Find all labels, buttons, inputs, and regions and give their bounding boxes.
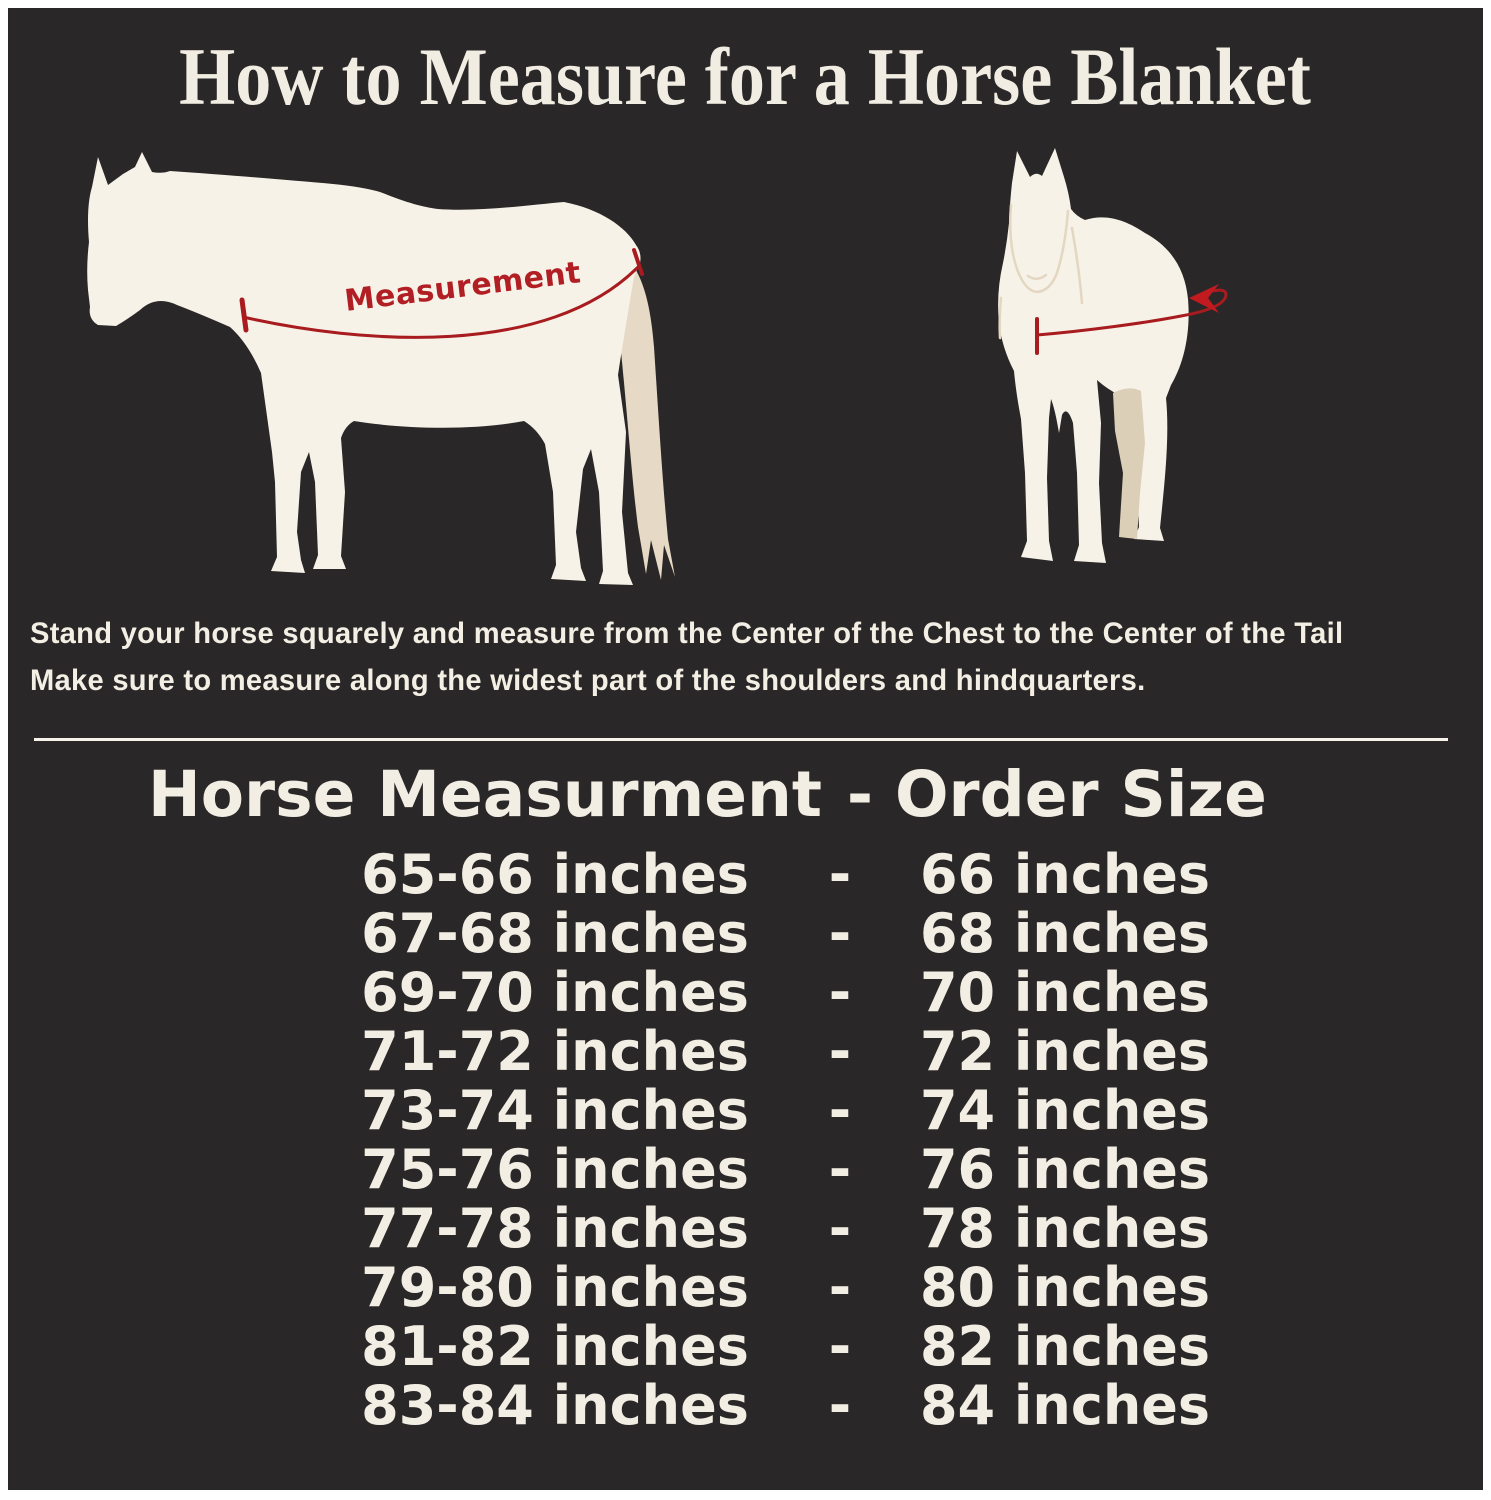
size-chart-header: Horse Measurment - Order Size	[0, 752, 1491, 838]
row-order-size: 78 inches	[919, 1197, 1211, 1260]
table-row: 73-74 inches - 74 inches	[0, 1081, 1491, 1140]
row-measurement: 79-80 inches	[361, 1256, 749, 1319]
header-separator: -	[846, 758, 874, 831]
row-separator: -	[828, 1374, 852, 1437]
header-order-column: Order Size	[895, 758, 1267, 831]
horse-body	[87, 152, 641, 585]
shoulder-right-contour-line	[1070, 226, 1084, 305]
row-measurement: 71-72 inches	[361, 1020, 749, 1083]
neck-left-contour-line	[998, 296, 1003, 340]
row-separator: -	[828, 1079, 852, 1142]
girth-arrowhead	[1189, 284, 1219, 313]
page-title: How to Measure for a Horse Blanket	[0, 30, 1491, 124]
table-row: 71-72 inches - 72 inches	[0, 1022, 1491, 1081]
row-separator: -	[828, 902, 852, 965]
row-separator: -	[828, 1020, 852, 1083]
table-row: 77-78 inches - 78 inches	[0, 1199, 1491, 1258]
row-separator: -	[828, 1315, 852, 1378]
row-measurement: 75-76 inches	[361, 1138, 749, 1201]
row-separator: -	[828, 1138, 852, 1201]
instruction-line-1: Stand your horse squarely and measure fr…	[30, 617, 1344, 650]
row-order-size: 70 inches	[919, 961, 1211, 1024]
row-order-size: 66 inches	[919, 843, 1211, 906]
row-measurement: 73-74 inches	[361, 1079, 749, 1142]
table-row: 83-84 inches - 84 inches	[0, 1376, 1491, 1435]
measurement-tick-tail	[632, 248, 644, 276]
size-chart: Horse Measurment - Order Size	[0, 752, 1491, 838]
row-separator: -	[828, 1197, 852, 1260]
horse-front-body	[998, 148, 1189, 563]
row-measurement: 69-70 inches	[361, 961, 749, 1024]
row-measurement: 81-82 inches	[361, 1315, 749, 1378]
section-divider	[34, 738, 1448, 741]
row-order-size: 68 inches	[919, 902, 1211, 965]
table-row: 69-70 inches - 70 inches	[0, 963, 1491, 1022]
row-measurement: 77-78 inches	[361, 1197, 749, 1260]
side-view-horse-illustration: Measurement	[87, 152, 675, 585]
row-separator: -	[828, 843, 852, 906]
table-row: 67-68 inches - 68 inches	[0, 904, 1491, 963]
horse-tail	[611, 249, 675, 580]
table-row: 79-80 inches - 80 inches	[0, 1258, 1491, 1317]
horse-front-tail-shadow	[1113, 388, 1145, 539]
table-row: 75-76 inches - 76 inches	[0, 1140, 1491, 1199]
row-measurement: 83-84 inches	[361, 1374, 749, 1437]
row-separator: -	[828, 1256, 852, 1319]
row-order-size: 84 inches	[919, 1374, 1211, 1437]
measurement-tick-chest	[239, 297, 249, 333]
row-order-size: 74 inches	[919, 1079, 1211, 1142]
row-order-size: 76 inches	[919, 1138, 1211, 1201]
size-chart-rows: 65-66 inches - 66 inches 67-68 inches - …	[0, 845, 1491, 1435]
row-measurement: 67-68 inches	[361, 902, 749, 965]
page-title-text: How to Measure for a Horse Blanket	[179, 31, 1312, 122]
header-measurement-column: Horse Measurment	[148, 758, 822, 831]
head-contour-line	[1009, 203, 1070, 294]
row-separator: -	[828, 961, 852, 1024]
nostril-contour-line	[1026, 273, 1048, 280]
row-measurement: 65-66 inches	[361, 843, 749, 906]
measuring-instructions: Stand your horse squarely and measure fr…	[30, 610, 1384, 704]
front-view-horse-illustration	[998, 148, 1228, 563]
table-row: 81-82 inches - 82 inches	[0, 1317, 1491, 1376]
row-order-size: 72 inches	[919, 1020, 1211, 1083]
measurement-line	[242, 263, 642, 339]
girth-wrap-line	[1036, 288, 1228, 337]
instruction-line-2: Make sure to measure along the widest pa…	[30, 664, 1146, 697]
table-row: 65-66 inches - 66 inches	[0, 845, 1491, 904]
row-order-size: 80 inches	[919, 1256, 1211, 1319]
row-order-size: 82 inches	[919, 1315, 1211, 1378]
